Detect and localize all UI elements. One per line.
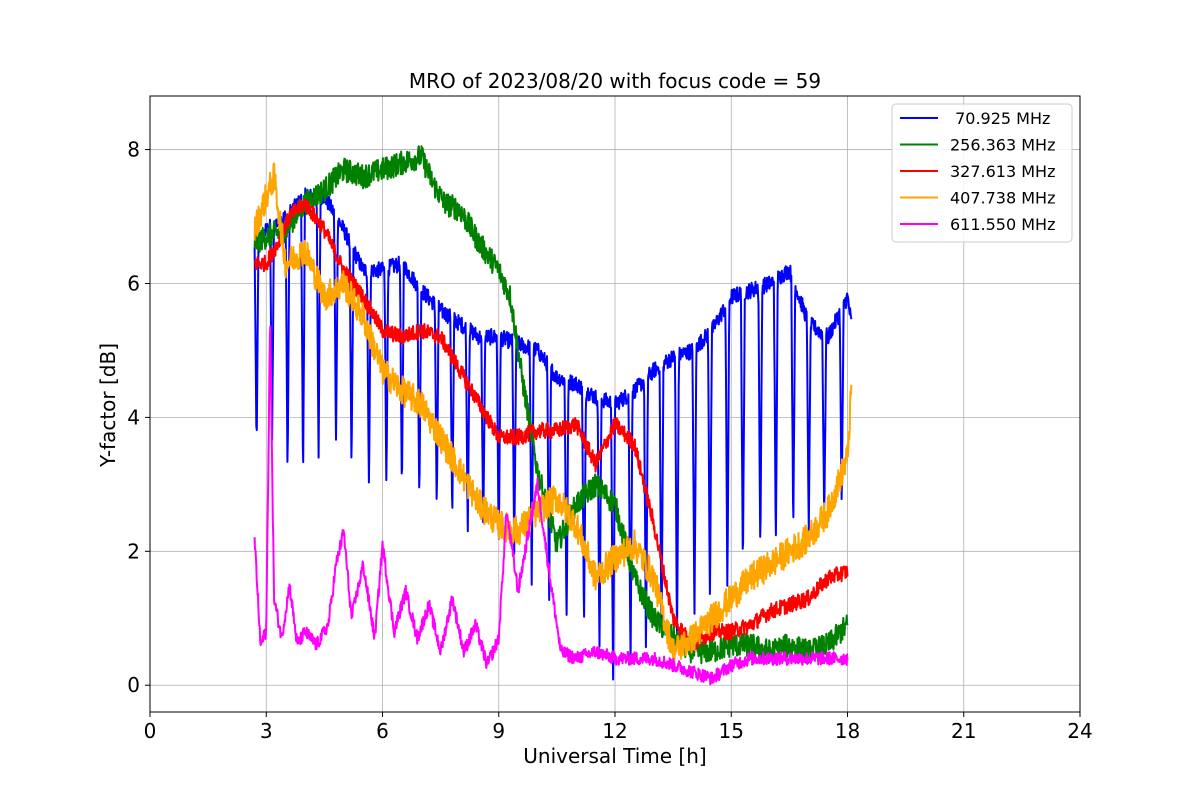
series-line-2	[253, 198, 849, 652]
legend-label: 70.925 MHz	[950, 109, 1050, 128]
x-tick-label: 0	[144, 719, 157, 743]
series-line-1	[253, 145, 849, 665]
y-tick-label: 6	[127, 271, 140, 295]
x-tick-label: 3	[260, 719, 273, 743]
y-axis-label: Y-factor [dB]	[96, 343, 120, 468]
legend-box	[891, 103, 1073, 243]
x-tick-label: 15	[719, 719, 744, 743]
y-tick-label: 8	[127, 138, 140, 162]
legend-label: 611.550 MHz	[950, 215, 1055, 234]
x-tick-label: 12	[602, 719, 627, 743]
series-line-3	[253, 162, 853, 667]
series-line-4	[253, 325, 849, 686]
y-tick-label: 4	[127, 405, 140, 429]
x-tick-label: 24	[1067, 719, 1092, 743]
legend-label: 407.738 MHz	[950, 189, 1055, 208]
x-tick-label: 9	[492, 719, 505, 743]
x-tick-label: 6	[376, 719, 389, 743]
y-tick-label: 0	[127, 673, 140, 697]
legend-label: 256.363 MHz	[950, 136, 1055, 155]
x-tick-label: 18	[835, 719, 860, 743]
y-tick-label: 2	[127, 539, 140, 563]
series-line-0	[253, 187, 853, 681]
x-tick-label: 21	[951, 719, 976, 743]
series-layer	[253, 145, 853, 686]
x-axis-label: Universal Time [h]	[523, 744, 706, 768]
chart-title: MRO of 2023/08/20 with focus code = 59	[409, 69, 821, 93]
legend: 70.925 MHz 256.363 MHz 327.613 MHz 407.738 …	[891, 103, 1073, 243]
legend-label: 327.613 MHz	[950, 162, 1055, 181]
